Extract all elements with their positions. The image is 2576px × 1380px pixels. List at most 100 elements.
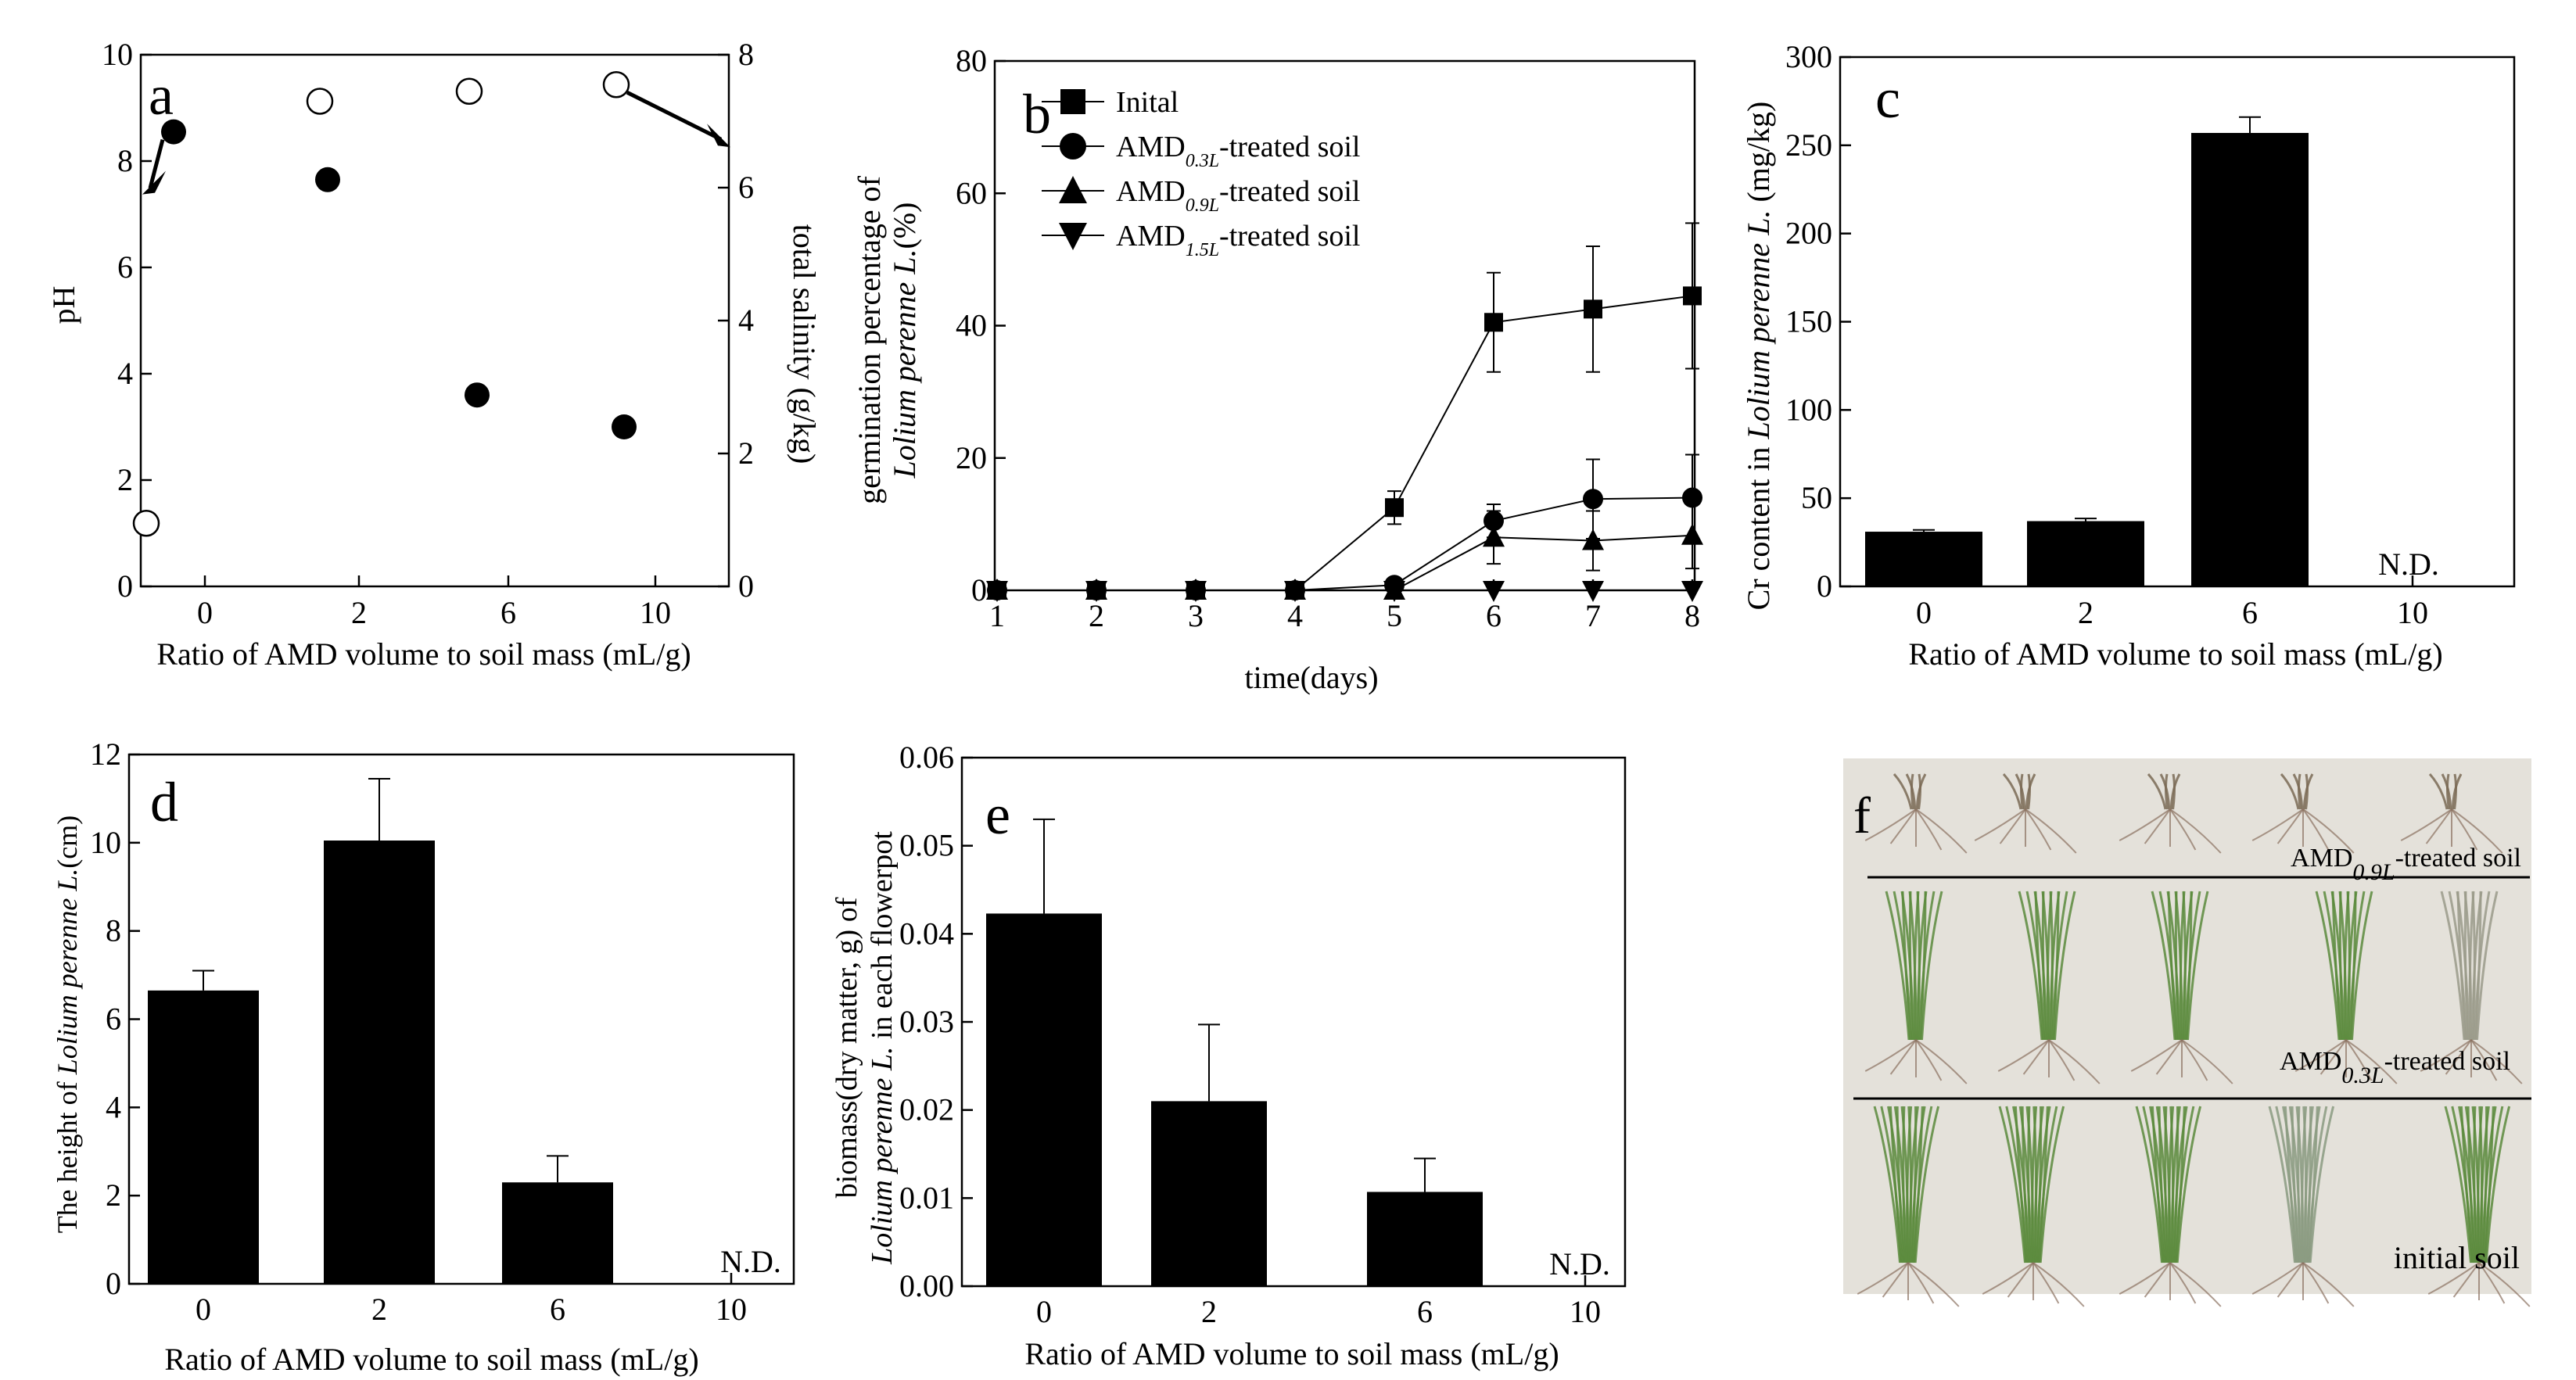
panel-f-seedling-row3 [2481,1106,2488,1264]
panel-c-ytick-label: 200 [1785,216,1832,251]
panel-f-seedling-row3 [2268,1106,2296,1264]
panel-a-xtick-label: 10 [640,595,671,630]
panel-a-y2tick-label: 6 [738,170,754,205]
panel-e: e Ratio of AMD volume to soil mass (mL/g… [831,740,1627,1371]
panel-b-legend-suffix: Inital [1116,86,1179,119]
panel-f-seedling-row3 [2162,1106,2172,1264]
panel-f-seedling-row1-root [2169,808,2197,851]
panel-f-seedling-row2-root [2345,1039,2373,1081]
panel-f: f AMD0.9L-treated soil AMD0.3L-treated s… [1843,758,2531,1307]
panel-a-arrowhead-left [142,170,166,195]
panel-e-ytick-label: 0.00 [899,1268,954,1303]
panel-c-xtick-label: 2 [2078,595,2093,630]
panel-b-point [1582,529,1604,550]
panel-b-xlabel: time(days) [1244,660,1378,695]
panel-f-seedling-row2-root [2181,1039,2233,1084]
panel-f-seedling-row3 [2444,1106,2472,1264]
panel-f-seedling-row3 [2484,1106,2495,1264]
panel-c-ytick-label: 250 [1785,127,1832,163]
panel-b-legend-label: AMD1.5L-treated soil [1116,220,1360,260]
panel-f-seedling-row3-root [2032,1262,2085,1307]
panel-a-salinity-point [455,77,483,105]
panel-f-seedling-row2-root [1915,1039,1943,1081]
panel-f-seedling-row3 [2282,1106,2301,1264]
panel-b-xtick-label: 8 [1684,598,1700,633]
panel-b-legend-suffix: -treated soil [1219,220,1360,253]
panel-f-seedling-row2-root [1997,1039,2050,1072]
panel-f-seedling-row2 [1919,891,1927,1041]
panel-f-seedling-row3 [2478,1106,2484,1264]
panel-d-ytick-label: 2 [106,1177,121,1213]
panel-b-xtick-label: 4 [1287,598,1303,633]
panel-b: b time(days) germination percentage of L… [852,43,1703,695]
panel-b-ylabel-line2: Lolium perenne L. [887,249,922,479]
panel-b-point [1582,581,1604,602]
panel-b-legend-label: AMD0.9L-treated soil [1116,175,1360,216]
panel-f-seedling-row3 [2471,1106,2481,1264]
panel-f-seedling-row2-root [2445,1039,2472,1075]
panel-c-xtick-label: 10 [2397,595,2428,630]
panel-f-seedling-row1 [2428,773,2449,810]
panel-b-ylabel-unit: (%) [887,203,922,249]
panel-a-arrowhead-right [707,124,730,148]
panel-c-ytick-label: 50 [1801,480,1832,515]
panel-a-y2label: total salinity (g/kg) [787,224,822,464]
panel-f-seedling-row2-root [2155,1039,2183,1075]
panel-f-seedling-row2 [2456,891,2470,1041]
panel-a-y2tick-label: 8 [738,37,754,72]
panel-b-legend-marker [1059,176,1087,203]
panel-a-frame [139,53,730,588]
panel-f-seedling-row1 [2015,773,2026,810]
panel-f-seedling-row3 [2169,1106,2175,1264]
panel-f-seedling-row2-root [2022,1039,2050,1075]
panel-a-ytick-label: 8 [117,143,133,178]
panel-b-point [1383,581,1405,602]
panel-a-ph-point [315,167,340,192]
panel-b-point [1683,286,1702,306]
panel-f-seedling-row3-root [1907,1262,1960,1307]
panel-b-legend-sub: 0.3L [1186,151,1219,171]
panel-f-seedling-row1-root [2119,808,2171,841]
panel-f-seedling-row3-root [2251,1262,2304,1295]
panel-f-seedling-row3 [1998,1106,2026,1264]
panel-f-seedling-row2 [1908,891,1918,1041]
panel-f-seedling-row2 [2349,891,2357,1041]
panel-f-seedling-row1-root [2025,808,2077,854]
panel-b-point [1681,581,1703,602]
panel-f-seedling-row1-root [2451,808,2478,851]
panel-f-seedling-row3 [2302,1106,2308,1264]
panel-f-seedling-row2 [1885,891,1910,1041]
panel-e-bar [986,913,1102,1286]
panel-e-ytick-label: 0.04 [899,916,954,951]
panel-e-letter: e [985,783,1010,846]
panel-f-seedling-row1-root [2169,808,2222,854]
panel-f-seedling-row2 [2054,891,2076,1041]
panel-b-xtick-label: 6 [1486,598,1501,633]
panel-f-seedling-row3 [1880,1106,1903,1264]
panel-b-point [1583,489,1603,510]
panel-a-ytick-label: 10 [102,37,133,72]
panel-e-xtick-label: 10 [1570,1294,1601,1329]
panel-f-seedling-row2-root [2345,1039,2398,1084]
panel-f-seedling-row1-root [1915,808,1943,851]
panel-f-seedling-row2 [1893,891,1913,1041]
panel-f-label-0.3L: AMD0.3L-treated soil [2280,1047,2510,1088]
panel-b-xtick-label: 7 [1585,598,1601,633]
panel-b-legend-sub: 0.9L [1186,195,1219,216]
panel-f-letter: f [1853,787,1871,844]
panel-f-seedling-row2 [2315,891,2341,1041]
panel-b-point [1584,299,1602,319]
panel-a-xlabel: Ratio of AMD volume to soil mass (mL/g) [156,636,691,672]
panel-f-seedling-row2-root [1864,1039,1917,1072]
panel-b-ytick-label: 0 [971,572,987,608]
panel-f-seedling-row3-root [2032,1262,2060,1304]
panel-c-nd-annotation: N.D. [2378,547,2439,582]
panel-f-seedling-row3 [2275,1106,2298,1264]
panel-f-seedling-row1 [2002,773,2022,810]
panel-e-nd-annotation: N.D. [1549,1246,1610,1281]
panel-f-seedling-row2 [2474,891,2482,1041]
panel-b-ytick-label: 40 [956,308,987,343]
panel-f-seedling-row3 [1887,1106,1906,1264]
panel-a-letter: a [149,64,174,127]
panel-e-ylabel-line2: Lolium perenne L. in each flowerpot [866,831,899,1265]
